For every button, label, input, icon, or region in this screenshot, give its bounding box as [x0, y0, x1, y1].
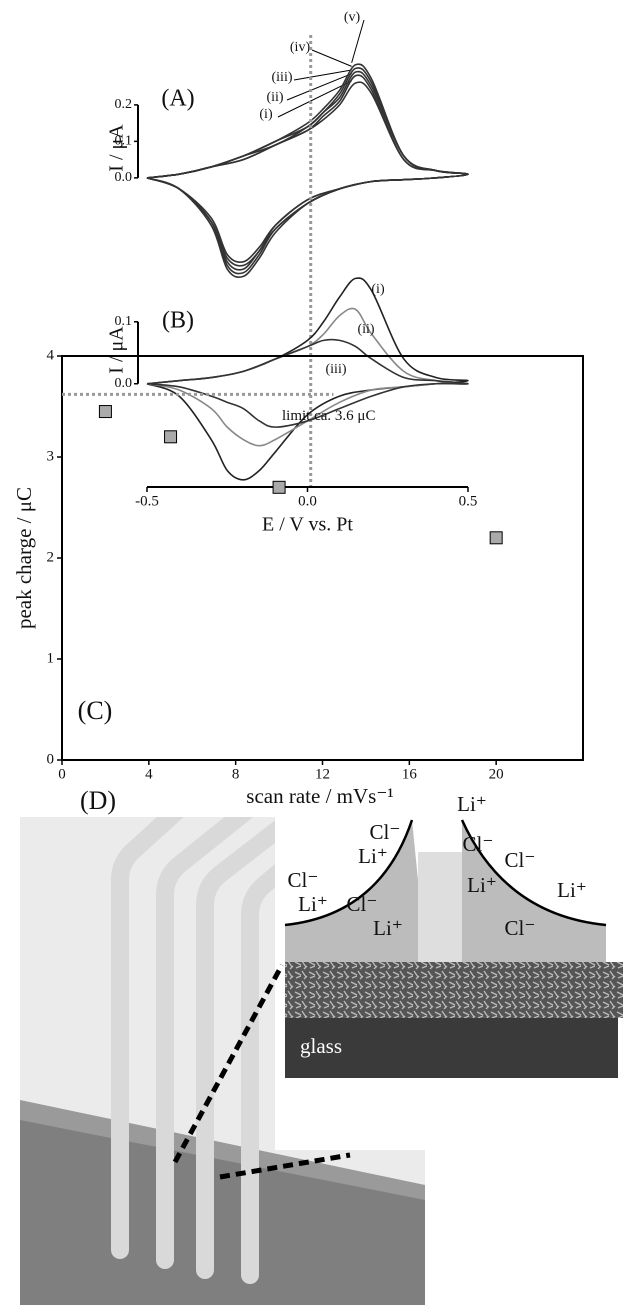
y-tick-label: 2 [47, 549, 55, 565]
y-tick-label: 0.1 [115, 134, 133, 149]
ion-label: Cl⁻ [370, 820, 401, 844]
series-label: (i) [259, 107, 273, 122]
marker [164, 430, 178, 444]
marker [272, 480, 286, 494]
y-tick-label: 0.2 [115, 97, 133, 112]
cv-curve [146, 307, 469, 447]
panel-label: (A) [161, 86, 194, 112]
marker [98, 405, 112, 419]
x-axis-label: E / V vs. Pt [262, 514, 353, 536]
substrate-label: glass [300, 1034, 342, 1058]
panel-label: (D) [80, 786, 116, 815]
x-tick-label: 8 [232, 766, 240, 782]
x-axis-label: scan rate / mVs⁻¹ [246, 784, 393, 808]
ion-label: Cl⁻ [505, 848, 536, 872]
ion-label: Cl⁻ [505, 916, 536, 940]
ion-label: Cl⁻ [347, 892, 378, 916]
limit-label: limit ca. 3.6 μC [282, 408, 375, 424]
label-arrow [293, 69, 352, 81]
y-tick-label: 0.0 [115, 170, 133, 185]
ion-label: Li⁺ [358, 844, 388, 868]
panel-label: (B) [162, 308, 194, 334]
electrode [420, 852, 460, 902]
y-axis-label: peak charge / μC [12, 487, 36, 629]
y-tick-label: 3 [47, 448, 55, 464]
y-tick-label: 0 [47, 751, 55, 767]
x-tick-label: 4 [145, 766, 153, 782]
x-tick-label: 0.0 [298, 493, 317, 509]
y-tick-label: 4 [47, 347, 55, 363]
ion-label: Cl⁻ [463, 832, 494, 856]
y-tick-label: 0.1 [115, 314, 133, 329]
marker [489, 531, 503, 545]
series-label: (iv) [290, 40, 311, 55]
x-tick-label: 16 [402, 766, 418, 782]
x-tick-label: -0.5 [135, 493, 159, 509]
x-tick-label: 20 [489, 766, 504, 782]
ion-label: Li⁺ [373, 916, 403, 940]
ion-label: Li⁺ [298, 892, 328, 916]
ion-label: Li⁺ [457, 792, 487, 816]
y-axis-label: I / μA [106, 124, 128, 172]
ion-label: Li⁺ [467, 873, 497, 897]
label-arrow [311, 49, 352, 67]
y-tick-label: 0.0 [115, 376, 133, 391]
series-label: (iii) [272, 70, 293, 85]
series-label: (v) [344, 10, 361, 25]
x-tick-label: 0.5 [459, 493, 478, 509]
series-label: (ii) [266, 90, 283, 105]
label-arrow [277, 80, 352, 118]
series-label: (iii) [326, 362, 347, 377]
cv-curve [146, 338, 469, 428]
ion-label: Cl⁻ [288, 868, 319, 892]
cv-curve [146, 81, 469, 264]
x-tick-label: 12 [315, 766, 330, 782]
x-tick-label: 0 [58, 766, 66, 782]
panel-label: (C) [78, 696, 113, 725]
series-label: (i) [371, 282, 385, 297]
y-tick-label: 1 [47, 650, 55, 666]
series-label: (ii) [357, 322, 374, 337]
label-arrow [286, 73, 352, 101]
cv-curve [146, 63, 469, 279]
label-arrow [351, 19, 365, 63]
ion-label: Li⁺ [557, 878, 587, 902]
y-axis-label: I / μA [106, 326, 128, 374]
